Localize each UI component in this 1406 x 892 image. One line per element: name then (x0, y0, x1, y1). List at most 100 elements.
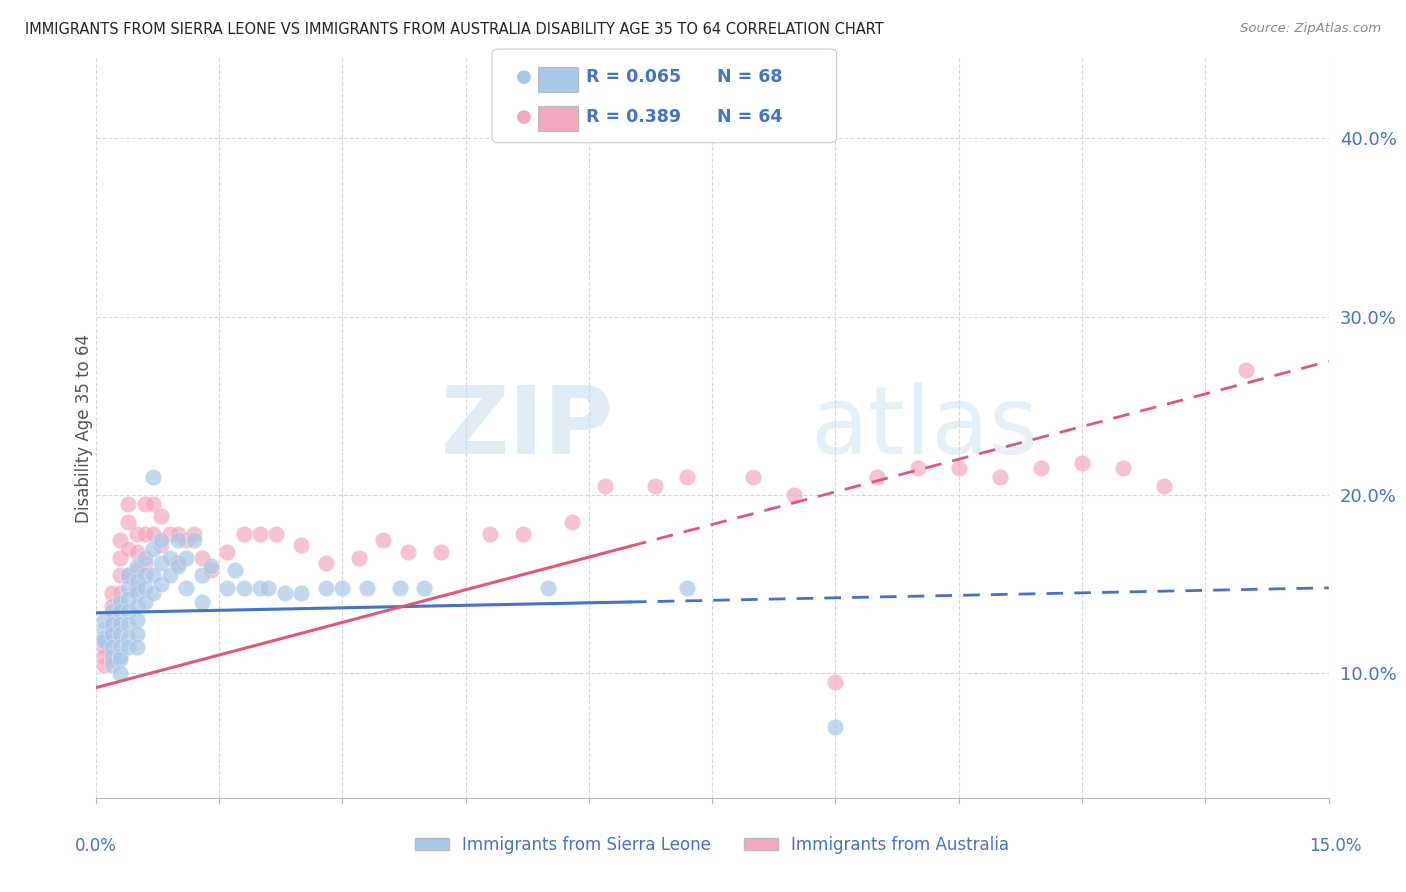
Point (396, 545, 419, 559)
Point (101, 604, 124, 618)
Point (593, 479, 616, 493)
Point (117, 515, 139, 529)
Point (93, 634, 115, 648)
Point (561, 515, 583, 529)
Point (93, 613, 115, 627)
Point (1029, 461, 1052, 475)
Point (117, 631, 139, 645)
Point (232, 527, 254, 541)
Point (217, 581, 239, 595)
Point (290, 586, 312, 600)
Point (907, 461, 929, 475)
Point (865, 470, 887, 484)
Point (93, 631, 115, 645)
Point (430, 545, 453, 559)
Point (824, 720, 846, 734)
Point (217, 545, 239, 559)
Point (413, 581, 436, 595)
Point (388, 581, 411, 595)
Point (101, 648, 124, 663)
Point (142, 497, 165, 511)
Point (134, 581, 156, 595)
Point (249, 581, 271, 595)
Point (988, 470, 1011, 484)
Point (330, 581, 353, 595)
Point (110, 640, 132, 654)
Point (273, 586, 295, 600)
Point (166, 559, 188, 574)
Point (257, 581, 280, 595)
Point (676, 470, 699, 484)
Point (676, 581, 699, 595)
Point (142, 541, 165, 556)
Point (93, 631, 115, 645)
Point (347, 550, 370, 565)
Point (232, 581, 254, 595)
Point (101, 657, 124, 672)
Point (117, 591, 139, 606)
Point (1112, 461, 1135, 475)
Point (93, 640, 115, 654)
Text: atlas: atlas (811, 382, 1039, 475)
Point (101, 652, 124, 666)
Point (101, 640, 124, 654)
Point (110, 586, 132, 600)
Text: ZIP: ZIP (440, 382, 613, 475)
Point (183, 527, 205, 541)
Point (191, 550, 214, 565)
Point (110, 550, 132, 565)
Point (150, 577, 173, 591)
Point (249, 527, 271, 541)
Point (142, 568, 165, 582)
Point (125, 559, 148, 574)
Point (159, 568, 181, 582)
Point (183, 533, 205, 547)
Point (166, 533, 188, 547)
Point (117, 568, 139, 582)
Point (150, 533, 173, 547)
Point (93, 622, 115, 636)
Point (1236, 363, 1258, 377)
Y-axis label: Disability Age 35 to 64: Disability Age 35 to 64 (76, 334, 93, 523)
Point (101, 631, 124, 645)
Point (117, 581, 139, 595)
Point (101, 613, 124, 627)
Point (166, 527, 188, 541)
Point (125, 640, 148, 654)
Point (125, 563, 148, 577)
Point (824, 675, 846, 690)
Text: ●: ● (516, 69, 531, 87)
Point (174, 581, 197, 595)
Point (110, 533, 132, 547)
Point (101, 599, 124, 613)
Text: N = 68: N = 68 (717, 69, 783, 87)
Point (93, 657, 115, 672)
Point (290, 538, 312, 552)
Text: Source: ZipAtlas.com: Source: ZipAtlas.com (1240, 22, 1381, 36)
Point (159, 527, 181, 541)
Point (101, 627, 124, 641)
Point (159, 550, 181, 565)
Point (125, 599, 148, 613)
Point (200, 559, 222, 574)
Point (117, 497, 139, 511)
Point (783, 488, 806, 502)
Point (125, 613, 148, 627)
Point (134, 556, 156, 570)
Point (142, 527, 165, 541)
Point (117, 568, 139, 582)
Point (134, 595, 156, 609)
Point (134, 550, 156, 565)
Point (742, 470, 765, 484)
Point (174, 550, 197, 565)
Point (110, 666, 132, 681)
Point (134, 568, 156, 582)
Point (174, 533, 197, 547)
Point (191, 568, 214, 582)
Point (224, 563, 246, 577)
Point (150, 509, 173, 524)
Point (166, 556, 188, 570)
Text: R = 0.389: R = 0.389 (586, 108, 682, 126)
Point (125, 574, 148, 588)
Point (110, 595, 132, 609)
